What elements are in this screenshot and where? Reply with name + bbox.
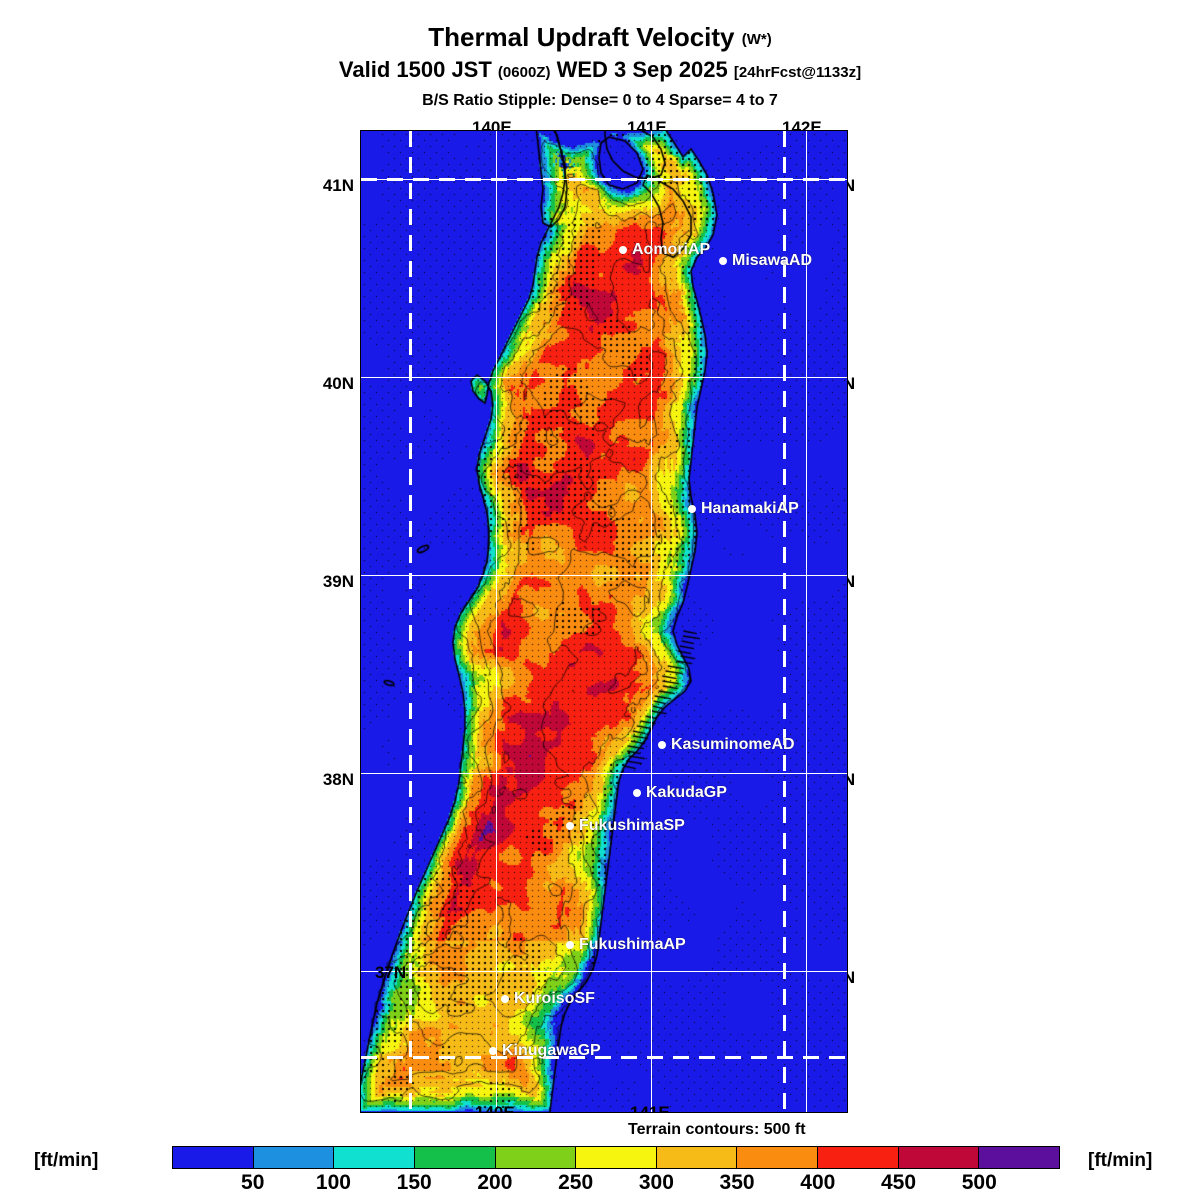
colorbar-tick-500: 500 xyxy=(961,1171,997,1194)
colorbar-unit-right: [ft/min] xyxy=(1088,1150,1153,1171)
colorbar-tick-150: 150 xyxy=(396,1171,432,1194)
colorbar-swatch-10 xyxy=(979,1147,1060,1168)
colorbar-swatch-5 xyxy=(576,1147,657,1168)
colorbar-tick-labels: 50 100 150 200 250 300 350 400 450 500 xyxy=(0,1171,1200,1200)
valid-time-prefix: Valid 1500 JST xyxy=(338,57,492,82)
valid-time-utc: (0600Z) xyxy=(497,64,551,81)
thermal-updraft-heatmap xyxy=(361,131,847,1112)
colorbar-unit-left: [ft/min] xyxy=(34,1150,99,1171)
colorbar-tick-250: 250 xyxy=(558,1171,594,1194)
valid-time-line: Valid 1500 JST (0600Z) WED 3 Sep 2025 [2… xyxy=(0,56,1200,87)
forecast-stamp: [24hrFcst@1133z] xyxy=(733,64,862,81)
colorbar[interactable] xyxy=(172,1146,1060,1169)
stipple-legend-note: B/S Ratio Stipple: Dense= 0 to 4 Sparse=… xyxy=(422,92,778,109)
colorbar-tick-300: 300 xyxy=(638,1171,674,1194)
title-block: Thermal Updraft Velocity (W*) Valid 1500… xyxy=(0,22,1200,112)
colorbar-tick-450: 450 xyxy=(881,1171,917,1194)
colorbar-tick-350: 350 xyxy=(719,1171,755,1194)
colorbar-swatch-4 xyxy=(495,1147,577,1168)
lat-tick-left-41N: 41N xyxy=(322,176,354,195)
colorbar-swatch-0 xyxy=(173,1147,254,1168)
colorbar-swatch-9 xyxy=(898,1147,980,1168)
colorbar-tick-50: 50 xyxy=(241,1171,265,1194)
main-title-superscript: (W*) xyxy=(741,31,772,48)
valid-date: WED 3 Sep 2025 xyxy=(556,57,728,82)
terrain-contour-note: Terrain contours: 500 ft xyxy=(628,1121,806,1138)
main-title-text: Thermal Updraft Velocity xyxy=(428,22,735,52)
colorbar-tick-100: 100 xyxy=(315,1171,351,1194)
colorbar-tick-400: 400 xyxy=(800,1171,836,1194)
colorbar-swatch-6 xyxy=(656,1147,738,1168)
lat-tick-left-39N: 39N xyxy=(322,572,354,591)
colorbar-swatch-1 xyxy=(253,1147,335,1168)
lat-tick-left-38N: 38N xyxy=(322,770,354,789)
colorbar-swatch-3 xyxy=(414,1147,496,1168)
colorbar-tick-200: 200 xyxy=(477,1171,513,1194)
map-plot-area[interactable]: 140E 141E 37N AomoriAP MisawaAD HanamakiAP… xyxy=(360,130,848,1113)
lat-tick-left-40N: 40N xyxy=(322,374,354,393)
page-title: Thermal Updraft Velocity (W*) xyxy=(0,22,1200,55)
colorbar-swatch-8 xyxy=(818,1147,899,1168)
colorbar-swatch-7 xyxy=(737,1147,819,1168)
colorbar-swatch-2 xyxy=(334,1147,415,1168)
